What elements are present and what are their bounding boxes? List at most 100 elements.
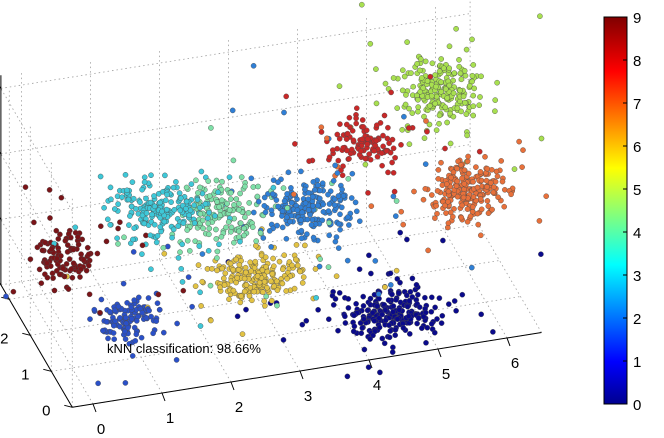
scatter-point-class-3: [313, 294, 320, 301]
scatter-point-class-5: [446, 43, 453, 50]
scatter-point-class-6: [220, 275, 227, 282]
scatter-point-class-4: [115, 241, 121, 247]
scatter-point-class-8: [343, 136, 350, 142]
scatter-point-class-6: [393, 267, 400, 274]
scatter-point-class-3: [183, 205, 189, 212]
scatter-point-class-2: [325, 191, 331, 198]
scatter-point-class-9: [54, 255, 60, 262]
scatter-point-class-5: [451, 70, 458, 76]
scatter-point-class-3: [147, 199, 154, 206]
scatter-point-class-1: [135, 294, 142, 301]
scatter-point-class-8: [365, 190, 371, 196]
scatter-point-class-5: [458, 108, 464, 115]
scatter-point-class-2: [298, 227, 305, 234]
scatter-point-class-6: [274, 287, 281, 294]
scatter-point-class-7: [473, 164, 479, 170]
scatter-point-class-3: [175, 223, 181, 229]
scatter-point-class-8: [344, 147, 350, 154]
scatter-point-class-9: [22, 184, 29, 190]
scatter-point-class-2: [268, 207, 275, 214]
scatter-point-class-9: [56, 271, 63, 278]
scatter-point-class-7: [464, 158, 471, 165]
colorbar-tick-label: 7: [633, 96, 641, 113]
scatter-point-class-3: [126, 222, 132, 228]
scatter-point-class-0: [360, 293, 367, 300]
scatter-point-class-8: [373, 122, 380, 128]
scatter-point-class-7: [461, 181, 468, 187]
scatter-point-class-6: [263, 264, 269, 270]
scatter-point-class-8: [359, 136, 366, 142]
scatter-point-class-2: [309, 216, 316, 223]
scatter-point-class-0: [413, 281, 420, 288]
scatter-point-class-6: [264, 268, 271, 275]
scatter-point-class-4: [226, 207, 233, 213]
scatter-point-class-5: [415, 97, 421, 103]
scatter-point-class-4: [184, 227, 190, 233]
scatter-point-class-2: [319, 180, 326, 186]
scatter-point-class-7: [447, 209, 454, 216]
scatter-point-class-9: [155, 291, 162, 298]
scatter-point-class-4: [245, 209, 252, 216]
scatter-point-class-9: [38, 280, 45, 287]
scatter-point-class-0: [440, 237, 446, 244]
scatter-point-class-5: [426, 121, 433, 128]
scatter-point-class-1: [122, 380, 129, 386]
scatter-point-class-3: [151, 203, 158, 210]
scatter-point-class-8: [363, 127, 370, 134]
scatter-point-class-1: [107, 308, 113, 315]
scatter-point-class-4: [206, 225, 213, 232]
scatter-point-class-7: [474, 184, 481, 191]
scatter-point-class-6: [333, 273, 340, 280]
scatter-point-class-4: [205, 220, 211, 227]
scatter-point-class-0: [386, 334, 393, 341]
scatter-point-class-4: [183, 184, 190, 191]
scatter-point-class-2: [335, 193, 342, 199]
y-tick-mark: [43, 368, 52, 372]
scatter-point-class-6: [292, 256, 299, 263]
scatter-point-class-0: [336, 290, 343, 296]
scatter-point-class-6: [222, 270, 229, 277]
scatter-point-class-6: [260, 289, 266, 295]
scatter-point-class-3: [169, 234, 175, 241]
scatter-point-class-4: [246, 200, 252, 206]
scatter-point-class-8: [476, 148, 483, 155]
scatter-point-class-9: [117, 219, 123, 225]
scatter-point-class-2: [273, 197, 280, 203]
scatter-point-class-3: [149, 211, 155, 218]
scatter-point-class-7: [318, 124, 325, 130]
scatter-point-class-2: [325, 208, 332, 214]
scatter-point-class-9: [36, 266, 43, 273]
scatter-point-class-4: [241, 225, 247, 232]
scatter-point-class-0: [431, 329, 438, 336]
scatter-point-class-4: [225, 219, 232, 225]
scatter-point-class-0: [330, 302, 337, 308]
scatter-point-class-9: [84, 244, 91, 251]
scatter-point-class-7: [465, 170, 472, 177]
side-wall-grid-line: [0, 88, 73, 212]
scatter-point-class-3: [168, 199, 174, 205]
scatter-point-class-0: [436, 295, 443, 301]
scatter-point-class-2: [287, 218, 293, 225]
scatter-point-class-2: [346, 222, 352, 228]
scatter-point-class-6: [217, 284, 223, 291]
scatter-point-class-1: [100, 327, 106, 334]
scatter-point-class-0: [335, 327, 341, 334]
x-tick-mark: [299, 370, 304, 380]
scatter-point-class-5: [470, 112, 477, 119]
scatter-point-class-0: [344, 373, 351, 380]
scatter-point-class-5: [447, 110, 453, 117]
scatter-point-class-1: [3, 293, 9, 300]
scatter-point-class-7: [428, 192, 435, 198]
scatter-point-class-8: [388, 89, 394, 96]
scatter-point-class-3: [72, 224, 79, 231]
scatter-point-class-8: [353, 115, 359, 122]
scatter-point-class-4: [280, 185, 287, 191]
scatter-point-class-6: [252, 258, 259, 265]
scatter-point-class-1: [189, 303, 195, 310]
scatter-point-class-4: [199, 217, 206, 224]
scatter-point-class-2: [310, 202, 316, 209]
scatter-point-class-8: [353, 120, 360, 127]
x-tick-label: 1: [166, 410, 174, 427]
scatter-point-class-5: [406, 141, 413, 147]
scatter-point-class-8: [372, 142, 379, 149]
